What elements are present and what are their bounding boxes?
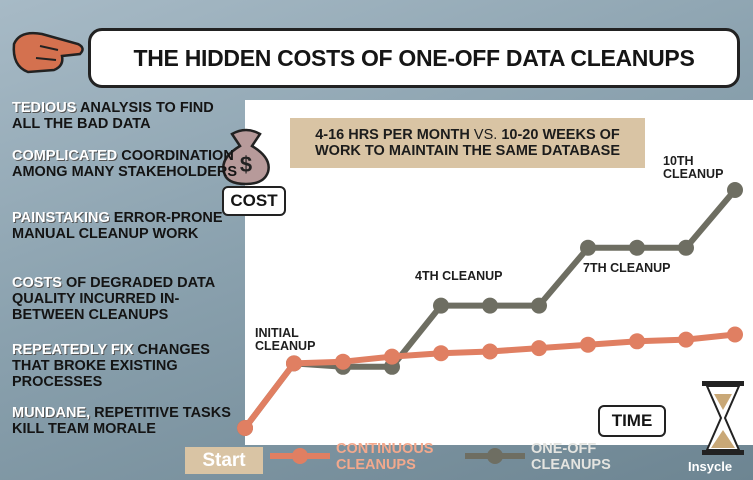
data-point <box>237 420 253 436</box>
data-point <box>335 353 351 370</box>
data-point <box>531 297 547 314</box>
note: TEDIOUS ANALYSIS TO FIND ALL THE BAD DAT… <box>12 100 244 132</box>
data-point <box>678 239 694 256</box>
data-point <box>286 355 302 372</box>
note: COSTS OF DEGRADED DATA QUALITY INCURRED … <box>12 275 244 323</box>
note-key: PAINSTAKING <box>12 210 110 226</box>
note: PAINSTAKING ERROR-PRONE MANUAL CLEANUP W… <box>12 210 244 242</box>
callout-part: 10-20 WEEKS <box>501 127 596 143</box>
note-text: ANALYSIS TO FIND ALL THE BAD DATA <box>12 100 214 132</box>
callout-part: VS. <box>469 127 502 143</box>
pointing-hand <box>12 31 84 74</box>
data-point <box>531 340 547 357</box>
note-key: COSTS <box>12 275 62 291</box>
money-bag: $ <box>222 128 270 186</box>
x-axis-label: TIME <box>598 405 666 437</box>
legend-swatch <box>487 448 503 464</box>
data-point <box>727 326 743 343</box>
data-point <box>482 343 498 360</box>
note-text: COORDINATION AMONG MANY STAKEHOLDERS <box>12 148 238 180</box>
chart-title: THE HIDDEN COSTS OF ONE-OFF DATA CLEANUP… <box>88 28 740 88</box>
callout-part: OF WORK TO MAINTAIN THE SAME DATABASE <box>314 127 621 159</box>
legend-label: CONTINUOUS CLEANUPS <box>336 441 434 473</box>
note-text: ERROR-PRONE MANUAL CLEANUP WORK <box>12 210 223 242</box>
callout: 4-16 HRS PER MONTH VS. 10-20 WEEKS OF WO… <box>290 118 645 168</box>
data-point <box>727 182 743 198</box>
note: REPEATEDLY FIX CHANGES THAT BROKE EXISTI… <box>12 342 244 390</box>
callout-part: 4-16 HRS PER MONTH <box>315 127 470 143</box>
svg-text:$: $ <box>240 152 252 177</box>
note-key: TEDIOUS <box>12 100 77 116</box>
note: COMPLICATED COORDINATION AMONG MANY STAK… <box>12 148 244 180</box>
note-text: CHANGES THAT BROKE EXISTING PROCESSES <box>12 342 210 390</box>
x-category-label: INITIAL CLEANUP <box>255 326 316 353</box>
data-point <box>629 239 645 256</box>
note-text: OF DEGRADED DATA QUALITY INCURRED IN-BET… <box>12 275 215 323</box>
data-point <box>580 239 596 256</box>
note-key: COMPLICATED <box>12 148 118 164</box>
x-category-label: 4TH CLEANUP <box>415 269 503 283</box>
data-point <box>580 336 596 353</box>
x-category-label: Start <box>185 447 263 474</box>
data-point <box>384 348 400 365</box>
data-point <box>482 297 498 314</box>
legend-swatch <box>292 448 308 464</box>
data-point <box>629 333 645 350</box>
brand: Insycle <box>688 459 733 474</box>
data-point <box>433 297 449 314</box>
note-text: REPETITIVE TASKS KILL TEAM MORALE <box>12 405 231 437</box>
data-point <box>433 345 449 362</box>
x-category-label: 7TH CLEANUP <box>583 261 671 275</box>
y-axis-label: COST <box>222 186 286 216</box>
note: MUNDANE, REPETITIVE TASKS KILL TEAM MORA… <box>12 405 244 437</box>
note-key: REPEATEDLY FIX <box>12 342 134 358</box>
hourglass <box>702 381 744 455</box>
data-point <box>678 331 694 348</box>
x-category-label: 10TH CLEANUP <box>663 154 724 181</box>
legend-label: ONE-OFF CLEANUPS <box>531 441 611 473</box>
note-key: MUNDANE, <box>12 405 91 421</box>
